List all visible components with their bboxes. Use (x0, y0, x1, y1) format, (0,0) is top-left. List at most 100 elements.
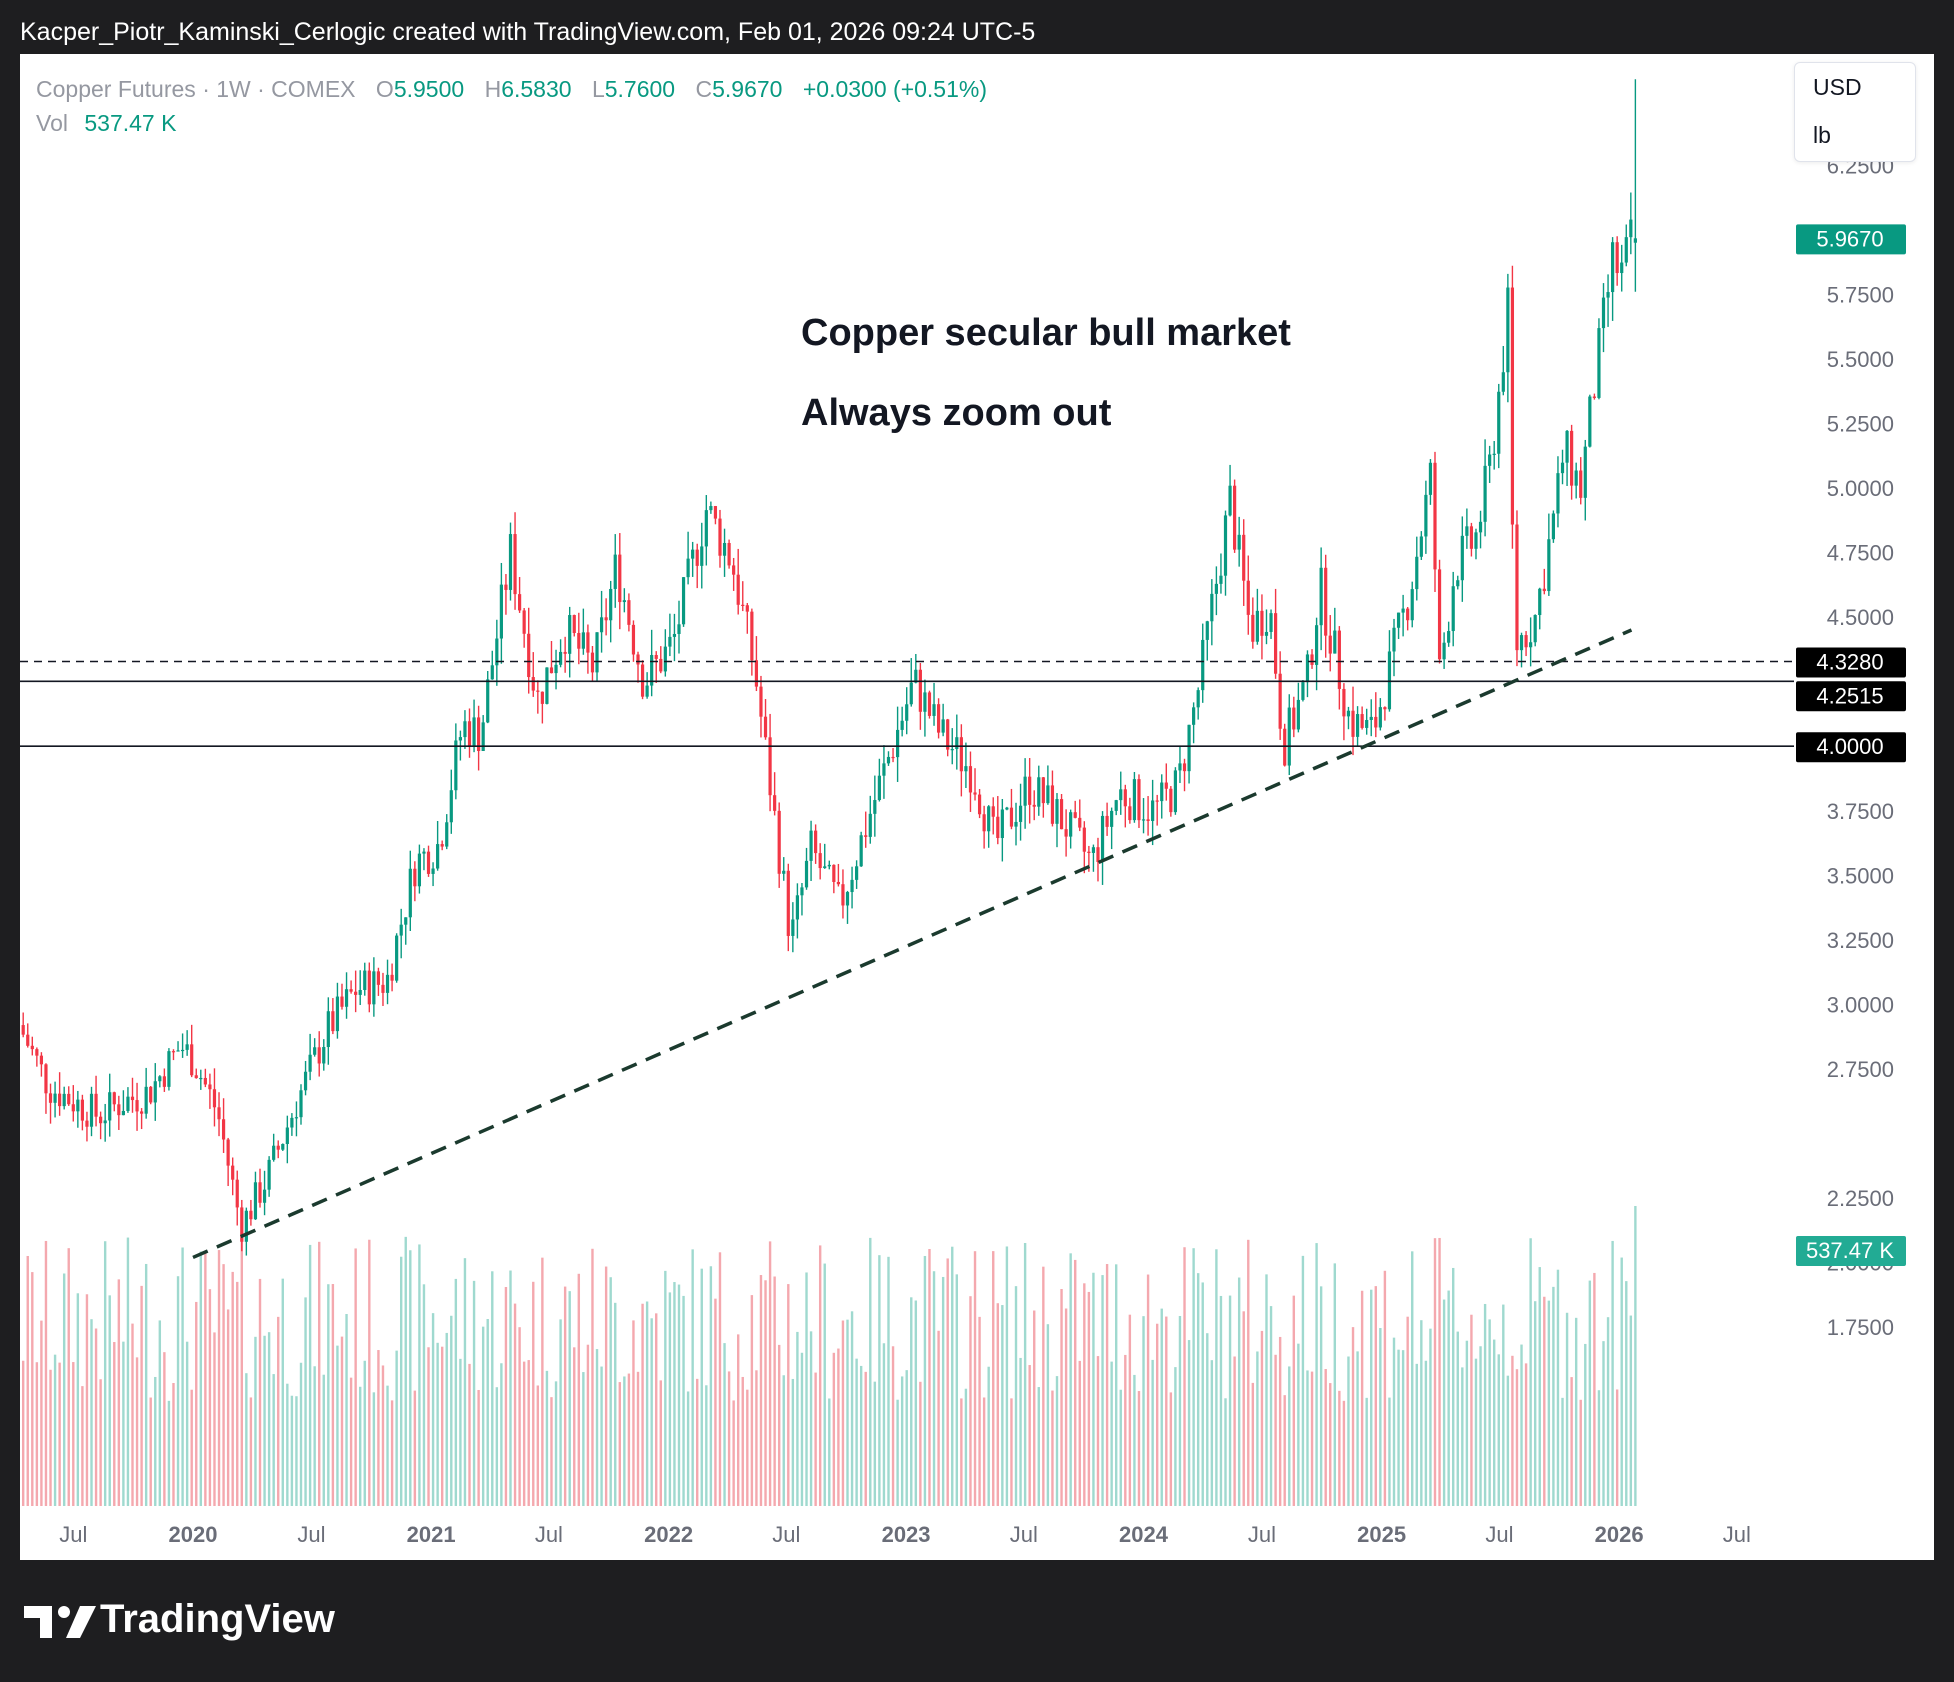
candle-body (1305, 654, 1310, 683)
volume-label: Vol (36, 110, 68, 136)
candle-body (814, 830, 818, 854)
volume-bar (277, 1316, 280, 1506)
volume-bar (336, 1345, 339, 1506)
candle-body (590, 652, 595, 673)
candle-body (1014, 821, 1018, 827)
volume-bar (390, 1400, 394, 1506)
candle-body (39, 1055, 44, 1065)
candle-body (900, 720, 904, 730)
candle-body (759, 686, 763, 717)
volume-bar (905, 1370, 908, 1506)
candle-body (58, 1093, 62, 1107)
volume-bar (946, 1258, 949, 1506)
volume-bar (1101, 1275, 1104, 1506)
candle-body (1410, 589, 1414, 621)
volume-bar (85, 1294, 89, 1506)
candle-body (768, 737, 772, 796)
candle-body (149, 1086, 153, 1103)
volume-bar (354, 1248, 357, 1506)
candle-body (558, 651, 563, 665)
volume-bar (928, 1249, 931, 1506)
volume-bar (1342, 1400, 1346, 1506)
candle-body (395, 935, 399, 981)
candle-body (895, 729, 900, 758)
volume-bar (94, 1328, 98, 1506)
candle-body (417, 853, 422, 887)
candle-body (1606, 292, 1610, 298)
volume-bar (832, 1352, 836, 1506)
candle-body (923, 692, 927, 712)
volume-bar (554, 1381, 558, 1506)
volume-bar (454, 1278, 458, 1506)
volume-bar (787, 1284, 790, 1506)
annotation-title[interactable]: Copper secular bull market (801, 312, 1291, 354)
volume-bar (1593, 1272, 1596, 1506)
price-chart[interactable]: 6.50006.25005.75005.50005.25005.00004.75… (20, 54, 1934, 1560)
candle-body (1542, 588, 1546, 592)
candle-body (1319, 567, 1323, 626)
candle-body (130, 1096, 135, 1101)
volume-bar (1306, 1370, 1309, 1506)
candle-body (1597, 328, 1601, 398)
candle-body (1028, 776, 1032, 805)
volume-bar (103, 1241, 107, 1506)
volume-bar (1042, 1266, 1045, 1506)
candle-body (162, 1076, 166, 1087)
candle-body (527, 633, 531, 678)
volume-bar (636, 1371, 640, 1506)
volume-bar (122, 1341, 125, 1506)
volume-bar (850, 1311, 854, 1506)
candle-body (1474, 532, 1478, 549)
volume-bar (1023, 1242, 1027, 1506)
y-tick-label: 3.5000 (1827, 863, 1894, 888)
volume-bar (359, 1386, 362, 1506)
volume-bar (290, 1395, 294, 1506)
volume-bar (1465, 1340, 1469, 1506)
x-tick-label: Jul (535, 1522, 563, 1547)
candle-body (1351, 710, 1355, 737)
volume-bar (1051, 1390, 1054, 1506)
candle-body (800, 887, 804, 896)
volume-bar (1060, 1289, 1063, 1506)
volume-bar (1415, 1363, 1418, 1506)
volume-bar (964, 1388, 968, 1506)
currency-unit-selector[interactable]: USD lb (1794, 62, 1916, 162)
volume-bar (176, 1276, 180, 1506)
volume-bar (345, 1314, 348, 1506)
volume-bar (1046, 1324, 1050, 1506)
volume-bar (1538, 1267, 1541, 1506)
volume-bar (226, 1309, 230, 1506)
candle-body (30, 1045, 34, 1050)
volume-bar (1010, 1398, 1013, 1506)
candle-body (1442, 642, 1446, 660)
chart-panel[interactable]: 6.50006.25005.75005.50005.25005.00004.75… (20, 54, 1934, 1560)
candle-body (226, 1139, 230, 1166)
unit-option[interactable]: lb (1813, 122, 1831, 148)
volume-bar (919, 1381, 922, 1506)
candle-body (413, 868, 417, 887)
candle-body (1460, 535, 1464, 581)
volume-bar (1201, 1282, 1204, 1506)
change-value: +0.0300 (+0.51%) (802, 76, 987, 102)
candle-body (1018, 805, 1023, 822)
volume-bar (1338, 1390, 1341, 1506)
level-tag-text: 4.0000 (1816, 734, 1883, 759)
tradingview-logo-icon (24, 1606, 96, 1638)
currency-option[interactable]: USD (1813, 74, 1862, 100)
volume-bar (992, 1251, 995, 1506)
candle-body (62, 1093, 66, 1107)
annotation-subtitle[interactable]: Always zoom out (801, 392, 1112, 434)
candle-body (1273, 613, 1278, 674)
volume-bar (686, 1391, 690, 1506)
volume-bar (1397, 1349, 1400, 1506)
volume-bar (732, 1400, 735, 1506)
candle-body (504, 584, 508, 590)
volume-bar (1388, 1397, 1391, 1506)
candle-body (1469, 526, 1474, 549)
candle-body (144, 1086, 148, 1114)
candle-body (609, 588, 613, 621)
open-label: O (375, 76, 394, 102)
candle-body (212, 1089, 217, 1108)
candle-body (1155, 800, 1159, 802)
volume-bar (582, 1372, 585, 1506)
